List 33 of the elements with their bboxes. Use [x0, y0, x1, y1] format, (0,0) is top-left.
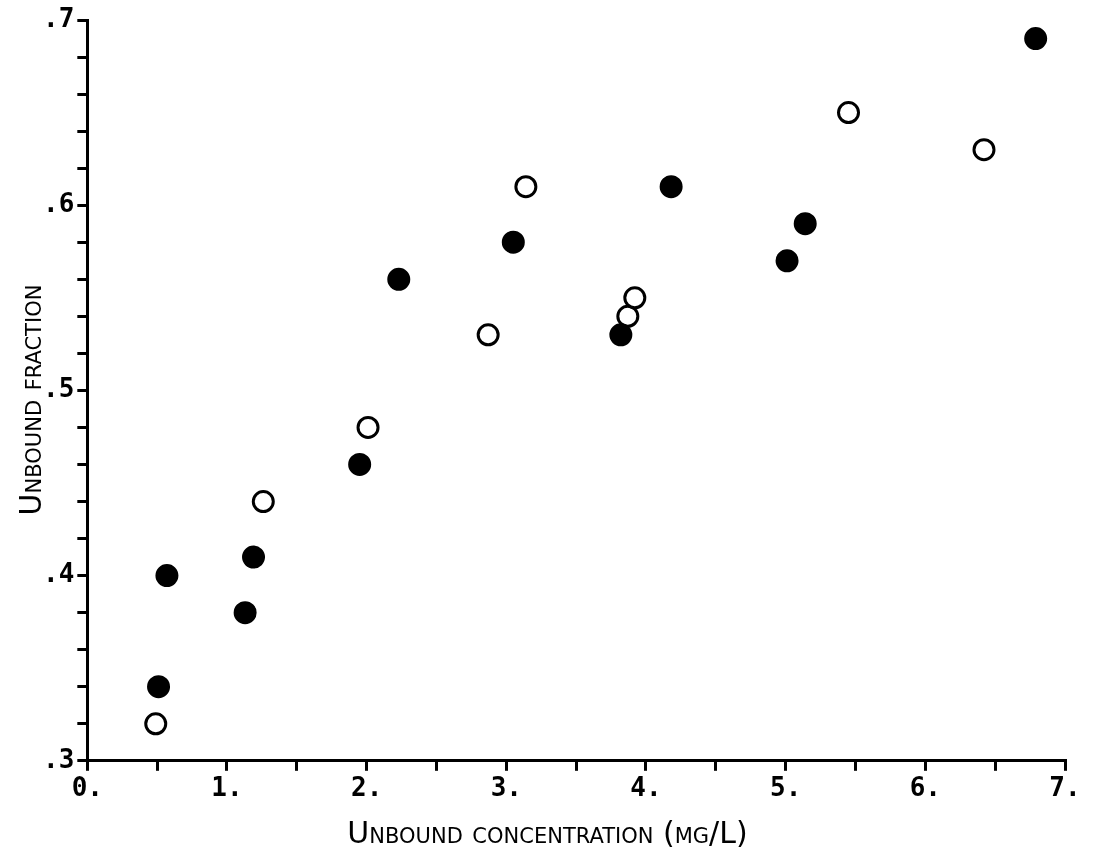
point	[348, 452, 372, 476]
x-tick-label: 7.	[1049, 772, 1081, 803]
y-tick-label: .4	[42, 558, 75, 589]
point	[387, 267, 411, 291]
x-tick-label: 0.	[71, 772, 103, 803]
point	[1024, 27, 1048, 51]
point	[609, 323, 633, 347]
x-tick-label: 2.	[350, 772, 383, 803]
x-tick-label: 4.	[630, 772, 662, 803]
x-tick-label: 6.	[909, 772, 941, 803]
point	[251, 490, 275, 514]
point	[793, 212, 817, 236]
y-tick-label: .3	[42, 743, 75, 774]
point	[972, 138, 996, 162]
y-tick-label: .6	[42, 187, 75, 218]
point	[775, 249, 799, 273]
point	[501, 230, 525, 254]
point	[147, 675, 171, 699]
x-tick-label: 5.	[770, 772, 802, 803]
point	[233, 601, 257, 625]
point	[514, 175, 538, 199]
point	[356, 415, 380, 439]
point	[476, 323, 500, 347]
x-tick-label: 3.	[490, 772, 522, 803]
y-tick-label: .7	[42, 2, 75, 33]
x-tick-label: 1.	[211, 772, 243, 803]
point	[144, 712, 168, 736]
point	[623, 286, 647, 310]
point	[242, 545, 266, 569]
point	[155, 564, 179, 588]
point	[659, 175, 683, 199]
x-axis-title: Unbound concentration (mg/L)	[346, 815, 749, 850]
point	[837, 101, 861, 125]
